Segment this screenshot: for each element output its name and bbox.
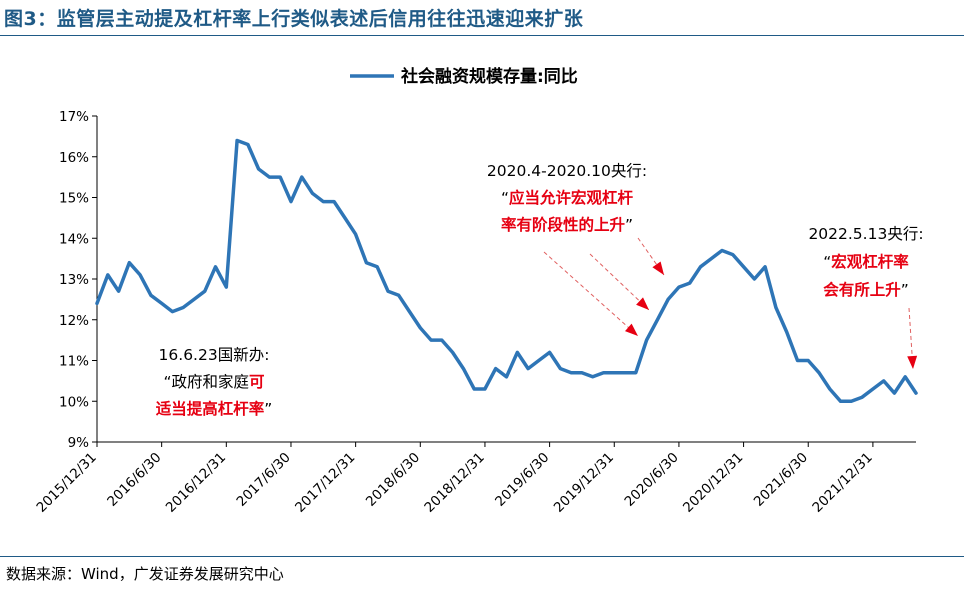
annotation-line: 16.6.23国新办: <box>159 346 270 364</box>
annotation-arrowhead <box>636 297 649 310</box>
annotation-text: ” <box>264 400 272 418</box>
annotation-highlight-text: 率有阶段性的上升 <box>501 215 626 234</box>
x-tick-label: 2020/12/31 <box>680 450 746 516</box>
annotation-text: “政府和家庭 <box>163 373 249 391</box>
x-tick-label: 2016/6/30 <box>104 450 164 510</box>
x-tick-label: 2019/12/31 <box>551 450 617 516</box>
annotation-line: “宏观杠杆率 <box>823 252 909 271</box>
annotation-text: ” <box>625 216 633 234</box>
annotation-line: 率有阶段性的上升” <box>501 215 633 234</box>
annotation-arrows <box>543 237 918 370</box>
series-line <box>95 138 918 404</box>
x-tick-label: 2020/6/30 <box>621 450 681 510</box>
y-axis: 9% 10% 11% 12% 13% 14% 15% 16% 17% <box>59 109 98 451</box>
annotation-line: “应当允许宏观杠杆 <box>501 188 634 207</box>
y-tick-label: 12% <box>59 313 89 329</box>
y-tick-label: 14% <box>59 231 89 247</box>
annotation-highlight-text: 会有所上升 <box>823 280 901 299</box>
source-note: 数据来源：Wind，广发证券发展研究中心 <box>6 565 284 583</box>
y-tick-label: 15% <box>59 191 89 207</box>
annotation-line: “政府和家庭可 <box>163 373 264 391</box>
legend-label: 社会融资规模存量:同比 <box>400 66 578 87</box>
y-tick-label: 16% <box>59 150 89 166</box>
annotation-text: “ <box>501 189 509 207</box>
series-layer <box>95 138 918 404</box>
x-tick-label: 2018/6/30 <box>363 450 423 510</box>
annotation-line: 适当提高杠杆率” <box>156 399 273 418</box>
annotation-highlight-text: 应当允许宏观杠杆 <box>509 188 634 207</box>
annotation-highlight-text: 适当提高杠杆率 <box>156 399 265 418</box>
x-tick-label: 2017/6/30 <box>234 450 294 510</box>
y-tick-label: 17% <box>59 109 89 125</box>
annotation-text: 16.6.23国新办: <box>159 346 270 364</box>
annotation-text: “ <box>823 253 831 271</box>
annotation-text: 2020.4-2020.10央行: <box>487 162 647 180</box>
x-tick-label: 2017/12/31 <box>292 450 358 516</box>
annotation-line: 2022.5.13央行: <box>808 225 923 243</box>
title-divider <box>0 35 964 36</box>
annotation-text: ” <box>901 281 909 299</box>
y-tick-label: 13% <box>59 272 89 288</box>
annotation-arrowhead <box>907 355 918 369</box>
annotations: 16.6.23国新办:“政府和家庭可适当提高杠杆率”2020.4-2020.10… <box>156 162 924 418</box>
figure-title: 图3：监管层主动提及杠杆率上行类似表述后信用往往迅速迎来扩张 <box>4 8 584 30</box>
annotation-line: 2020.4-2020.10央行: <box>487 162 647 180</box>
x-tick-label: 2021/12/31 <box>809 450 875 516</box>
annotation-arrow-shaft <box>543 251 639 337</box>
annotation-highlight-text: 宏观杠杆率 <box>831 252 909 271</box>
x-tick-label: 2018/12/31 <box>421 450 487 516</box>
x-tick-label: 2016/12/31 <box>163 450 229 516</box>
chart-legend: 社会融资规模存量:同比 <box>350 66 578 87</box>
annotation-text: 2022.5.13央行: <box>808 225 923 243</box>
x-tick-label: 2021/6/30 <box>751 450 811 510</box>
y-tick-label: 10% <box>59 394 89 410</box>
annotation-line: 会有所上升” <box>823 280 909 299</box>
y-tick-label: 9% <box>68 435 90 451</box>
y-tick-label: 11% <box>59 354 89 370</box>
annotation-highlight-text: 可 <box>249 373 265 391</box>
x-tick-label: 2015/12/31 <box>33 450 99 516</box>
annotation-arrowhead <box>625 323 638 336</box>
source-divider <box>0 556 964 557</box>
x-tick-label: 2019/6/30 <box>492 450 552 510</box>
line-chart: 社会融资规模存量:同比 9% 10% 11% 12% 13% 14% 15% 16% 17% 2… <box>33 66 924 516</box>
annotation-arrowhead <box>652 261 664 275</box>
